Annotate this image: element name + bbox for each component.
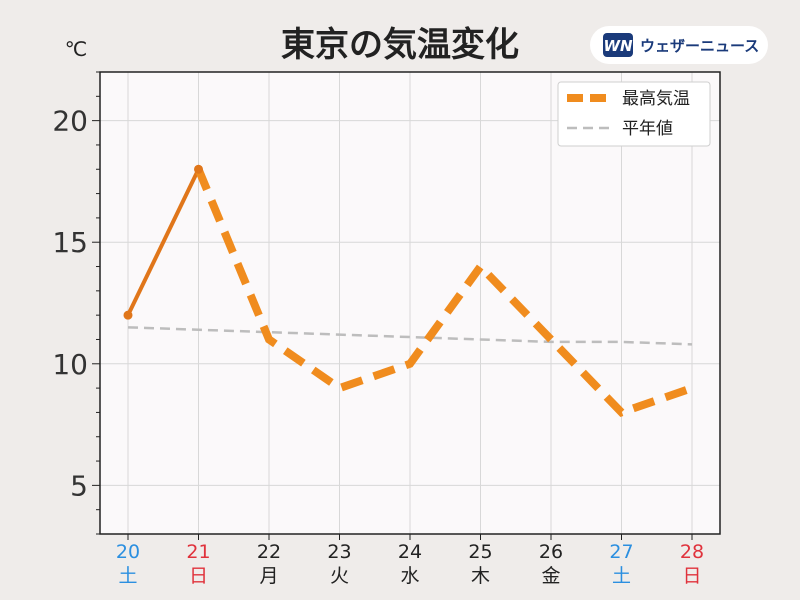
logo-mark-icon — [603, 33, 633, 57]
y-tick-label: 5 — [70, 469, 88, 502]
x-tick-weekday: 日 — [682, 565, 701, 587]
max-temp-observed-line — [126, 168, 201, 317]
legend-label-normal: 平年値 — [622, 119, 673, 139]
max-temp-point — [194, 164, 203, 174]
x-tick-date: 28 — [680, 541, 704, 563]
max-temp-forecast-line — [194, 167, 694, 418]
x-tick-weekday: 水 — [400, 565, 419, 587]
legend: 最高気温 平年値 — [557, 81, 711, 147]
x-tick-date: 23 — [327, 541, 351, 563]
y-tick-label: 20 — [52, 105, 88, 138]
x-tick-date: 20 — [116, 541, 140, 563]
x-tick-weekday: 木 — [471, 565, 490, 587]
x-tick-date: 26 — [539, 541, 563, 563]
x-tick-weekday: 土 — [612, 565, 631, 587]
plot-border — [99, 71, 721, 535]
legend-label-max-temp: 最高気温 — [622, 89, 690, 109]
x-tick-date: 27 — [609, 541, 633, 563]
x-tick-weekday: 火 — [330, 565, 349, 587]
x-tick-date: 21 — [186, 541, 210, 563]
x-tick-weekday: 金 — [541, 565, 560, 587]
y-axis-unit: ℃ — [65, 37, 87, 61]
y-tick-label: 10 — [52, 348, 88, 381]
x-tick-date: 22 — [257, 541, 281, 563]
x-tick-date: 24 — [398, 541, 422, 563]
normal-temp-line — [127, 326, 693, 346]
x-tick-weekday: 月 — [259, 565, 278, 587]
x-tick-weekday: 土 — [118, 565, 137, 587]
x-tick-weekday: 日 — [189, 565, 208, 587]
x-tick-date: 25 — [468, 541, 492, 563]
logo-background — [590, 26, 768, 64]
series-layer — [123, 164, 694, 418]
y-axis: 5 10 15 20 — [52, 71, 100, 535]
brand-logo: WN ウェザーニュース — [590, 26, 768, 64]
max-temp-point — [123, 310, 133, 320]
logo-text: ウェザーニュース — [640, 37, 759, 55]
logo-mark-text: WN — [603, 37, 633, 55]
chart-title: 東京の気温変化 — [281, 25, 519, 65]
y-tick-label: 15 — [52, 226, 88, 259]
